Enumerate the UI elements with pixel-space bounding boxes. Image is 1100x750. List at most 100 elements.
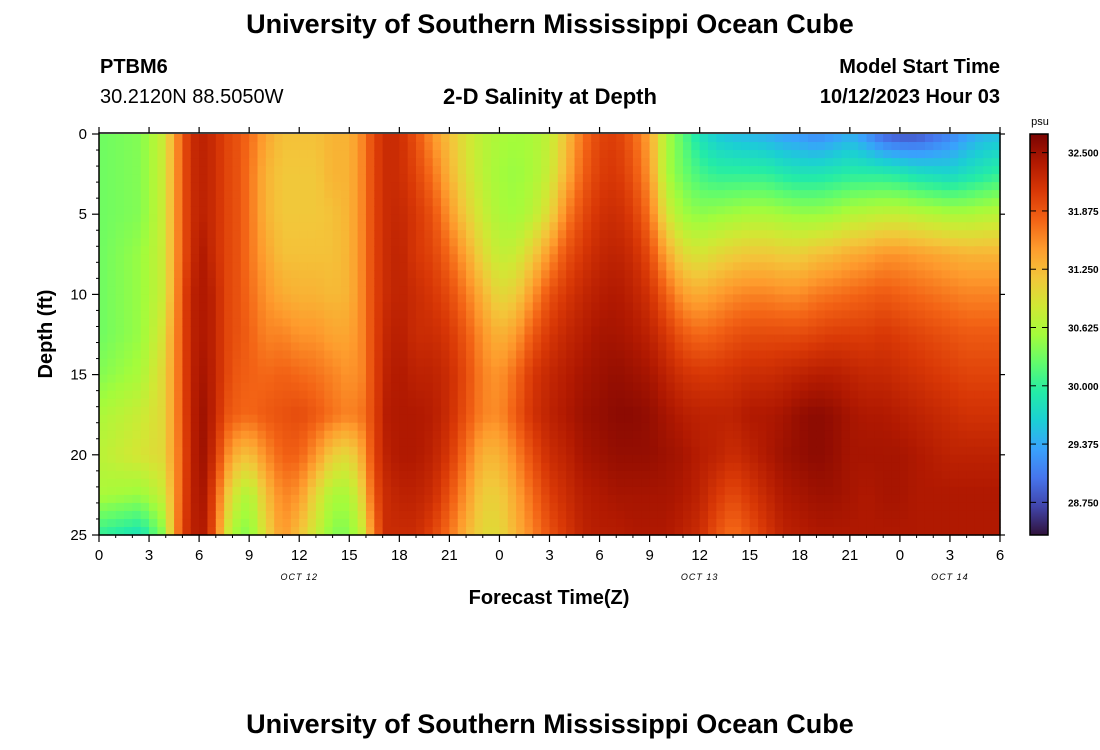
heatmap-cell: [582, 470, 592, 480]
heatmap-cell: [607, 510, 617, 520]
heatmap-cell: [783, 158, 793, 167]
heatmap-cell: [532, 398, 542, 408]
heatmap-cell: [374, 302, 384, 312]
heatmap-cell: [207, 526, 217, 536]
heatmap-cell: [549, 422, 559, 432]
heatmap-cell: [849, 198, 859, 207]
heatmap-cell: [916, 134, 926, 143]
heatmap-cell: [549, 278, 559, 287]
heatmap-cell: [199, 158, 209, 167]
heatmap-cell: [849, 158, 859, 167]
heatmap-cell: [691, 278, 701, 287]
heatmap-cell: [607, 214, 617, 223]
heatmap-cell: [399, 398, 409, 408]
heatmap-cell: [207, 518, 217, 528]
heatmap-cell: [849, 150, 859, 159]
heatmap-cell: [649, 302, 659, 312]
heatmap-cell: [557, 294, 567, 304]
heatmap-cell: [107, 334, 117, 344]
heatmap-cell: [324, 166, 334, 175]
heatmap-cell: [174, 358, 184, 368]
heatmap-cell: [290, 398, 300, 408]
heatmap-cell: [507, 374, 517, 384]
heatmap-cell: [215, 342, 225, 352]
heatmap-cell: [491, 494, 501, 504]
heatmap-cell: [466, 238, 476, 247]
heatmap-cell: [349, 278, 359, 287]
heatmap-cell: [899, 182, 909, 191]
heatmap-cell: [883, 326, 893, 336]
heatmap-cell: [99, 206, 108, 215]
heatmap-cell: [190, 326, 200, 336]
heatmap-cell: [124, 366, 133, 376]
heatmap-cell: [716, 190, 726, 199]
heatmap-cell: [199, 270, 209, 279]
heatmap-cell: [741, 382, 751, 392]
heatmap-cell: [324, 430, 334, 440]
heatmap-cell: [140, 270, 150, 279]
heatmap-cell: [758, 358, 767, 368]
heatmap-cell: [332, 422, 342, 432]
heatmap-cell: [682, 230, 692, 239]
heatmap-cell: [215, 350, 225, 360]
heatmap-cell: [708, 526, 717, 536]
heatmap-cell: [99, 222, 108, 231]
heatmap-cell: [224, 446, 234, 456]
heatmap-cell: [399, 502, 409, 512]
heatmap-cell: [641, 286, 651, 295]
heatmap-cell: [691, 174, 701, 183]
heatmap-cell: [858, 134, 868, 143]
heatmap-cell: [858, 342, 868, 352]
heatmap-cell: [474, 142, 484, 151]
heatmap-cell: [699, 222, 709, 231]
heatmap-cell: [899, 334, 909, 344]
heatmap-cell: [466, 318, 476, 328]
heatmap-cell: [315, 150, 325, 159]
heatmap-cell: [441, 206, 450, 215]
heatmap-cell: [199, 134, 209, 143]
heatmap-cell: [374, 294, 384, 304]
heatmap-cell: [207, 142, 217, 151]
heatmap-cell: [340, 358, 350, 368]
heatmap-cell: [240, 502, 250, 512]
heatmap-cell: [332, 350, 342, 360]
heatmap-cell: [708, 262, 717, 271]
heatmap-cell: [232, 198, 242, 207]
heatmap-cell: [924, 302, 934, 312]
heatmap-cell: [307, 318, 317, 328]
heatmap-cell: [899, 134, 909, 143]
heatmap-cell: [265, 406, 275, 416]
heatmap-cell: [624, 190, 634, 199]
heatmap-cell: [574, 190, 584, 199]
heatmap-cell: [716, 366, 726, 376]
heatmap-cell: [549, 454, 559, 464]
heatmap-cell: [482, 302, 492, 312]
heatmap-cell: [257, 334, 267, 344]
heatmap-cell: [224, 142, 234, 151]
heatmap-cell: [808, 262, 818, 271]
heatmap-cell: [883, 350, 893, 360]
heatmap-cell: [499, 318, 509, 328]
heatmap-cell: [324, 142, 334, 151]
heatmap-cell: [733, 342, 742, 352]
heatmap-cell: [99, 494, 108, 504]
heatmap-cell: [916, 158, 926, 167]
heatmap-cell: [374, 366, 384, 376]
heatmap-cell: [699, 462, 709, 472]
heatmap-cell: [315, 158, 325, 167]
heatmap-cell: [699, 326, 709, 336]
heatmap-cell: [541, 134, 551, 143]
heatmap-cell: [708, 382, 717, 392]
heatmap-cell: [140, 238, 150, 247]
heatmap-cell: [599, 150, 609, 159]
heatmap-cell: [774, 454, 784, 464]
heatmap-cell: [424, 166, 434, 175]
heatmap-cell: [115, 270, 125, 279]
heatmap-cell: [632, 366, 642, 376]
heatmap-cell: [307, 470, 317, 480]
heatmap-cell: [424, 270, 434, 279]
heatmap-cell: [157, 190, 167, 199]
heatmap-cell: [457, 374, 467, 384]
heatmap-cell: [766, 158, 776, 167]
heatmap-cell: [682, 190, 692, 199]
